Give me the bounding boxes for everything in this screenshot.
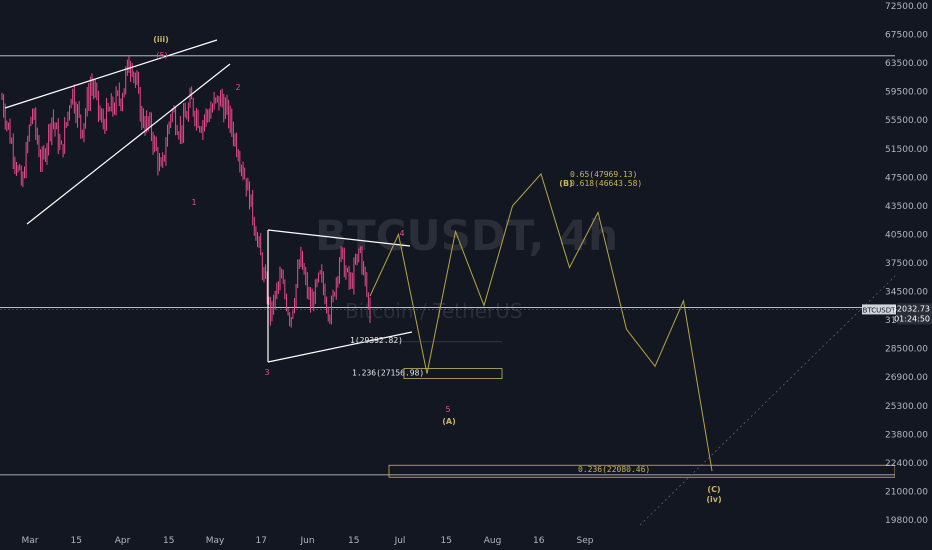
fib-label: 0.65(47969.13) [570, 170, 637, 179]
y-tick-label: 72500.00 [885, 2, 928, 12]
x-tick-label: Aug [484, 536, 502, 546]
wave-label: 1 [191, 198, 196, 207]
symbol-label: BTCUSDT [863, 306, 897, 314]
wave-label: (iii) [153, 35, 169, 44]
x-tick-label: 15 [441, 536, 452, 546]
x-tick-label: 15 [348, 536, 359, 546]
y-tick-label: 59500.00 [885, 88, 928, 98]
y-tick-label: 26900.00 [885, 373, 928, 383]
trendlines [4, 39, 413, 363]
wave-label: 3 [264, 368, 269, 377]
fib-zone [403, 368, 503, 379]
last-price-label: 32032.73 [892, 304, 930, 313]
y-tick-label: 55500.00 [885, 116, 928, 126]
price-series [1, 56, 371, 328]
projection-path [369, 172, 932, 526]
y-tick-label: 23800.00 [885, 430, 928, 440]
fib-label: 1(29392.82) [350, 336, 403, 345]
countdown-label: 01:24:50 [894, 314, 930, 323]
wave-label: (C) [707, 485, 720, 494]
y-tick-label: 51500.00 [885, 145, 928, 155]
x-tick-label: Jul [394, 536, 406, 546]
fib-label: 1.236(27156.98) [352, 369, 424, 378]
wave-label: 4 [399, 229, 404, 238]
last-price-badge [897, 303, 932, 325]
wave-label: (iv) [706, 495, 721, 504]
y-tick-label: 25300.00 [885, 402, 928, 412]
wave-label: 5 [445, 405, 450, 414]
wave-label: (5) [156, 51, 167, 60]
x-tick-label: Mar [22, 536, 39, 546]
y-axis-bg [895, 0, 932, 550]
trendline [26, 63, 231, 225]
projection-line [369, 172, 713, 471]
wave-label: 2 [235, 83, 240, 92]
y-tick-label: 40500.00 [885, 230, 928, 240]
x-tick-label: Jun [299, 536, 314, 546]
x-tick-label: 15 [71, 536, 82, 546]
y-tick-label: 34500.00 [885, 288, 928, 298]
trendline [267, 229, 411, 247]
x-tick-label: 15 [163, 536, 174, 546]
watermark-subtitle: Bitcoin / TetherUS [345, 299, 523, 323]
x-tick-label: May [206, 536, 225, 546]
wave-label: (A) [442, 417, 456, 426]
y-tick-label: 28500.00 [885, 345, 928, 355]
symbol-badge [862, 304, 896, 315]
dotted-trendline [639, 239, 932, 526]
x-tick-label: Apr [115, 536, 131, 546]
x-tick-label: Sep [577, 536, 594, 546]
watermark-title: BTCUSDT, 4h [315, 211, 618, 260]
y-tick-label: 21000.00 [885, 487, 928, 497]
y-tick-label: 37500.00 [885, 259, 928, 269]
y-tick-label: 22400.00 [885, 459, 928, 469]
wave-labels: (5) 1 2 3 4 5 (iii) (A) (B) (C)(iv) [153, 35, 721, 504]
trendline [267, 331, 413, 363]
y-tick-label: 63500.00 [885, 59, 928, 69]
wave-label: (B) [559, 179, 572, 188]
x-axis: Mar 15 Apr 15 May 17 Jun 15 Jul 15 Aug 16 Sep [22, 536, 594, 546]
y-axis: 72500.00 67500.00 63500.00 59500.00 55500.00… [885, 0, 932, 550]
y-tick-label: 47500.00 [885, 173, 928, 183]
x-tick-label: 16 [533, 536, 545, 546]
horizontal-levels [0, 55, 895, 476]
y-tick-label: 67500.00 [885, 31, 928, 41]
y-tick-label: 43500.00 [885, 202, 928, 212]
y-tick-label: 19800.00 [885, 516, 928, 526]
x-tick-label: 17 [256, 536, 267, 546]
trendline [4, 39, 218, 109]
fib-label: 0.618(46643.58) [570, 179, 642, 188]
fib-label: 0.236(22080.46) [578, 465, 650, 474]
